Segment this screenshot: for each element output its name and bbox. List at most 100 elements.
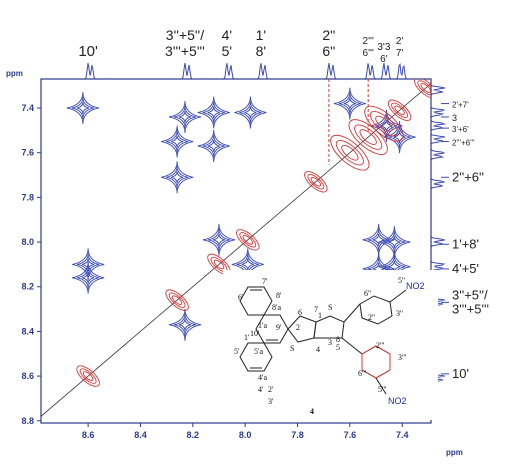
top-axis-unit: ppm — [6, 69, 23, 78]
top-peak-label: 3'''+5''' — [165, 43, 205, 59]
structure-label: 4 — [316, 345, 320, 354]
diagonal-contour — [391, 102, 409, 118]
right-peak-label: 2'+7' — [452, 101, 469, 110]
cross-contour — [66, 92, 99, 125]
structure-label: 6'' — [364, 289, 371, 298]
diagonal-contour — [239, 232, 257, 248]
diagonal-peak — [330, 134, 370, 171]
top-spectrum-trace — [41, 62, 431, 80]
cross-contour — [383, 231, 406, 254]
cross-contour — [173, 105, 197, 128]
right-peak-label: 1'+8' — [452, 236, 479, 251]
diagonal-peaks — [76, 79, 431, 387]
right-peak-label: 10' — [452, 366, 469, 381]
top-peak-label: 3'3 — [377, 42, 390, 53]
diagonal-contour — [236, 229, 260, 251]
top-peak-label: 1' — [256, 27, 266, 43]
diagonal-contour — [359, 129, 377, 145]
y-axis: 7.4 7.6 7.8 8.0 8.2 8.4 8.6 8.8 — [21, 103, 41, 426]
structure-label: S — [290, 344, 294, 353]
structure-label: 1' — [244, 333, 250, 342]
cross-contour — [72, 248, 105, 281]
cross-contour — [362, 223, 395, 256]
cross-contour — [202, 134, 225, 158]
cross-peak — [370, 109, 403, 142]
diagonal-contour — [369, 110, 398, 137]
y-tick-label: 8.8 — [21, 416, 34, 426]
diagonal-contour — [375, 115, 393, 132]
cross-peak — [333, 87, 366, 120]
cross-contour — [173, 313, 197, 336]
structure-label: 8'a — [272, 303, 281, 312]
cross-contour — [372, 233, 385, 246]
right-peak-label: 2''+6'' — [452, 169, 484, 184]
right-peak-label: 4'+5' — [452, 261, 479, 276]
structure-bonds — [239, 286, 407, 395]
cross-peak — [66, 92, 99, 125]
structure-label: 10' — [250, 329, 260, 338]
structure-label: 4' — [258, 385, 264, 394]
y-tick-label: 7.8 — [21, 192, 34, 202]
cross-contour — [161, 161, 194, 194]
cross-contour — [383, 121, 416, 154]
diagonal-peak — [304, 171, 328, 193]
top-peak-label: 8' — [256, 43, 266, 59]
diagonal-contour — [82, 371, 94, 381]
cross-peak — [362, 223, 395, 256]
y-tick-label: 8.2 — [21, 282, 34, 292]
cross-contour — [333, 87, 366, 120]
top-peak-label: 6' — [380, 54, 388, 65]
right-peak-label: 3''+5''/ — [452, 287, 488, 302]
diagonal-contour — [414, 79, 431, 99]
diagonal-contour — [168, 292, 186, 308]
y-tick-label: 8.4 — [21, 326, 34, 336]
structure-label: 5'a — [254, 347, 263, 356]
cross-peak — [234, 96, 267, 129]
top-peak-label: 6'' — [322, 43, 335, 59]
cross-contour — [388, 126, 411, 149]
diagonal-peak — [387, 99, 412, 121]
cross-contour — [370, 109, 403, 142]
diagonal-peak — [364, 105, 404, 142]
diagonal-peak — [76, 365, 100, 387]
x-axis: 8.6 8.4 8.2 8.0 7.8 7.6 7.4 — [82, 423, 408, 440]
structure-label: 5 — [336, 343, 340, 352]
structure-label: 2' — [268, 385, 274, 394]
structure-label: 6 — [298, 308, 302, 317]
guide-lines — [328, 79, 369, 165]
structure-label: 6''' — [358, 369, 367, 378]
diagonal-contour — [79, 368, 97, 384]
diagonal-contour — [354, 124, 383, 150]
structure-label: 1 — [318, 311, 322, 320]
diagonal-contour — [213, 259, 225, 270]
cross-contour — [244, 106, 257, 119]
y-tick-label: 7.6 — [21, 148, 34, 158]
diagonal-contour — [165, 289, 189, 311]
cross-contour — [380, 119, 393, 132]
right-peak-label: 2'''+6''' — [452, 139, 475, 148]
cross-contour — [378, 226, 411, 259]
x-tick-label: 8.6 — [82, 430, 95, 440]
structure-label: 8' — [276, 291, 282, 300]
structure-label: 2'' — [368, 313, 375, 322]
cross-contour — [207, 228, 231, 251]
cross-peak — [168, 100, 202, 133]
y-tick-label: 8.6 — [21, 371, 34, 381]
cross-contour — [178, 318, 192, 331]
top-peak-label: 6''' — [363, 48, 374, 59]
cross-contour — [171, 171, 184, 184]
structure-label: S — [328, 303, 332, 312]
cross-contour — [76, 102, 89, 115]
structure-label: 2 — [296, 323, 300, 332]
cross-contour — [338, 92, 361, 115]
cross-contour — [168, 100, 202, 133]
cross-contour — [171, 135, 184, 148]
cross-peak — [197, 130, 230, 163]
diagonal-peak — [165, 289, 189, 311]
x-tick-label: 8.2 — [187, 430, 200, 440]
right-peak-label: 3'+6' — [452, 125, 469, 134]
x-tick-label: 8.4 — [134, 430, 147, 440]
compound-number: 4 — [310, 407, 314, 416]
cross-peak — [202, 223, 236, 256]
top-peak-label: 3''+5''/ — [166, 27, 204, 43]
